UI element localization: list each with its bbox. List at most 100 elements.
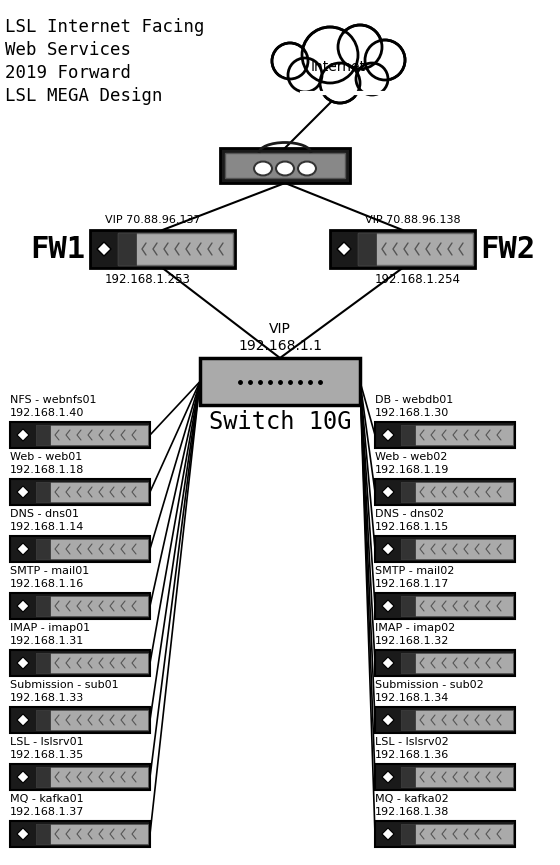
Text: IMAP - imap02: IMAP - imap02 (375, 623, 455, 633)
Text: 192.168.1.15: 192.168.1.15 (375, 522, 449, 532)
Polygon shape (17, 486, 29, 498)
Polygon shape (337, 242, 351, 256)
Text: 192.168.1.33: 192.168.1.33 (10, 693, 84, 703)
Circle shape (302, 27, 358, 83)
Text: DNS - dns02: DNS - dns02 (375, 509, 444, 519)
Polygon shape (382, 828, 394, 840)
Circle shape (274, 45, 306, 77)
Polygon shape (17, 714, 29, 726)
Text: LSL MEGA Design: LSL MEGA Design (5, 87, 162, 105)
Text: Web - web02: Web - web02 (375, 452, 447, 462)
FancyBboxPatch shape (401, 425, 415, 445)
FancyBboxPatch shape (401, 767, 513, 787)
FancyBboxPatch shape (36, 425, 148, 445)
Text: MQ - kafka01: MQ - kafka01 (10, 794, 83, 804)
Circle shape (320, 63, 360, 103)
Polygon shape (17, 657, 29, 669)
FancyBboxPatch shape (10, 422, 150, 448)
Text: 192.168.1.14: 192.168.1.14 (10, 522, 85, 532)
Polygon shape (17, 600, 29, 612)
Text: FW2: FW2 (480, 234, 535, 264)
Polygon shape (382, 657, 394, 669)
Circle shape (367, 42, 403, 78)
FancyBboxPatch shape (225, 153, 345, 178)
FancyBboxPatch shape (401, 824, 513, 844)
FancyBboxPatch shape (36, 482, 50, 502)
Circle shape (356, 63, 388, 95)
Text: 192.168.1.18: 192.168.1.18 (10, 465, 85, 475)
Circle shape (365, 40, 405, 80)
Text: IMAP - imap01: IMAP - imap01 (10, 623, 90, 633)
Text: 192.168.1.17: 192.168.1.17 (375, 579, 449, 589)
FancyBboxPatch shape (10, 479, 150, 505)
Text: Internet: Internet (310, 60, 366, 74)
Ellipse shape (254, 162, 272, 176)
Polygon shape (382, 543, 394, 555)
FancyBboxPatch shape (10, 821, 150, 847)
Circle shape (272, 43, 308, 79)
FancyBboxPatch shape (36, 767, 148, 787)
FancyBboxPatch shape (10, 536, 150, 562)
FancyBboxPatch shape (375, 593, 515, 619)
FancyBboxPatch shape (401, 710, 415, 730)
FancyBboxPatch shape (36, 710, 50, 730)
Text: NFS - webnfs01: NFS - webnfs01 (10, 395, 96, 405)
FancyBboxPatch shape (280, 77, 390, 97)
Text: VIP 70.88.96.137: VIP 70.88.96.137 (105, 215, 200, 225)
Polygon shape (382, 486, 394, 498)
FancyBboxPatch shape (36, 710, 148, 730)
FancyBboxPatch shape (401, 824, 415, 844)
Polygon shape (382, 600, 394, 612)
FancyBboxPatch shape (358, 233, 473, 265)
Text: 192.168.1.32: 192.168.1.32 (375, 636, 449, 646)
Text: Web Services: Web Services (5, 41, 131, 59)
FancyBboxPatch shape (401, 767, 415, 787)
Text: 192.168.1.31: 192.168.1.31 (10, 636, 84, 646)
Polygon shape (17, 828, 29, 840)
Text: 192.168.1.36: 192.168.1.36 (375, 750, 449, 760)
Polygon shape (382, 771, 394, 783)
FancyBboxPatch shape (401, 653, 513, 673)
Text: SMTP - mail01: SMTP - mail01 (10, 566, 89, 576)
Polygon shape (17, 543, 29, 555)
Polygon shape (97, 242, 111, 256)
Text: 2019 Forward: 2019 Forward (5, 64, 131, 82)
FancyBboxPatch shape (401, 539, 513, 559)
Circle shape (358, 65, 386, 93)
FancyBboxPatch shape (401, 482, 415, 502)
Text: 192.168.1.35: 192.168.1.35 (10, 750, 84, 760)
FancyBboxPatch shape (36, 425, 50, 445)
Text: VIP
192.168.1.1: VIP 192.168.1.1 (238, 322, 322, 353)
Polygon shape (382, 714, 394, 726)
FancyBboxPatch shape (401, 653, 415, 673)
Text: Submission - sub01: Submission - sub01 (10, 680, 119, 690)
Text: 192.168.1.40: 192.168.1.40 (10, 408, 85, 418)
Circle shape (290, 60, 320, 90)
FancyBboxPatch shape (36, 653, 50, 673)
Text: LSL - lslsrv01: LSL - lslsrv01 (10, 737, 83, 747)
FancyBboxPatch shape (90, 230, 235, 268)
Ellipse shape (276, 162, 294, 176)
Text: Submission - sub02: Submission - sub02 (375, 680, 484, 690)
Text: 192.168.1.37: 192.168.1.37 (10, 807, 85, 817)
Circle shape (323, 66, 358, 100)
Text: LSL - lslsrv02: LSL - lslsrv02 (375, 737, 449, 747)
FancyBboxPatch shape (10, 593, 150, 619)
FancyBboxPatch shape (375, 707, 515, 733)
Text: SMTP - mail02: SMTP - mail02 (375, 566, 454, 576)
Text: DB - webdb01: DB - webdb01 (375, 395, 453, 405)
FancyBboxPatch shape (330, 230, 475, 268)
FancyBboxPatch shape (36, 824, 148, 844)
FancyBboxPatch shape (10, 764, 150, 790)
Circle shape (340, 28, 379, 67)
Text: 192.168.1.38: 192.168.1.38 (375, 807, 449, 817)
FancyBboxPatch shape (401, 539, 415, 559)
FancyBboxPatch shape (36, 539, 50, 559)
Circle shape (338, 25, 382, 69)
FancyBboxPatch shape (36, 767, 50, 787)
Text: 192.168.1.254: 192.168.1.254 (375, 273, 460, 286)
Polygon shape (17, 771, 29, 783)
FancyBboxPatch shape (401, 596, 513, 616)
Text: Web - web01: Web - web01 (10, 452, 82, 462)
Ellipse shape (298, 162, 316, 176)
